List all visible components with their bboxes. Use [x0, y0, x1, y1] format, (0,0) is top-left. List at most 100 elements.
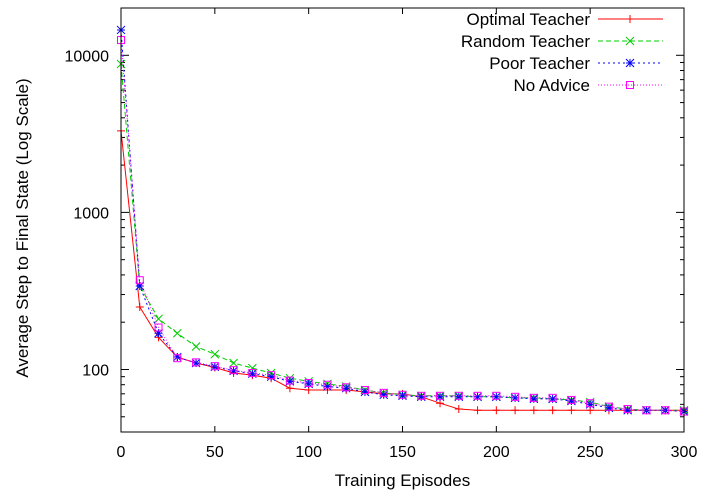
- data-point-random-teacher: [172, 328, 182, 338]
- legend-label: No Advice: [513, 76, 590, 95]
- y-tick-label: 100: [82, 362, 109, 379]
- data-point-no-advice: [210, 362, 219, 371]
- data-point-optimal-teacher: [529, 406, 538, 415]
- data-point-poor-teacher: [341, 383, 351, 393]
- tick-marks: [120, 7, 685, 433]
- data-point-poor-teacher: [604, 403, 614, 413]
- data-point-optimal-teacher: [473, 406, 482, 415]
- data-point-no-advice: [398, 390, 407, 399]
- data-point-poor-teacher: [323, 382, 332, 391]
- data-point-poor-teacher: [623, 405, 633, 415]
- data-point-no-advice: [267, 371, 276, 380]
- data-point-no-advice: [661, 406, 670, 415]
- data-point-no-advice: [192, 358, 201, 367]
- data-point-poor-teacher: [210, 362, 220, 372]
- series-optimal-teacher: [117, 126, 688, 415]
- series-line-optimal-teacher: [120, 130, 684, 411]
- data-point-poor-teacher: [567, 396, 576, 406]
- x-tick-label: 200: [483, 444, 510, 461]
- data-point-poor-teacher: [435, 392, 445, 402]
- data-point-no-advice: [379, 388, 388, 397]
- legend-marker-random-teacher: [625, 36, 635, 46]
- legend: Optimal Teacher Random Teacher Poor Teache…: [461, 10, 663, 95]
- data-point-random-teacher: [210, 349, 220, 359]
- data-point-no-advice: [642, 406, 651, 415]
- data-point-no-advice: [285, 376, 294, 385]
- data-point-poor-teacher: [285, 377, 295, 386]
- data-point-no-advice: [623, 405, 632, 414]
- data-point-poor-teacher: [191, 358, 201, 368]
- series-line-no-advice: [120, 40, 685, 413]
- data-point-no-advice: [473, 391, 482, 400]
- data-point-poor-teacher: [491, 392, 501, 402]
- x-tick-label: 50: [206, 444, 224, 461]
- legend-label: Optimal Teacher: [467, 10, 591, 29]
- data-point-random-teacher: [229, 358, 238, 368]
- data-point-poor-teacher: [154, 328, 163, 338]
- x-axis-label: Training Episodes: [335, 471, 470, 490]
- data-point-no-advice: [548, 393, 557, 402]
- data-point-poor-teacher: [135, 281, 145, 291]
- data-point-poor-teacher: [172, 352, 182, 362]
- data-point-no-advice: [304, 379, 313, 388]
- series-no-advice: [117, 36, 688, 416]
- y-tick-label: 10000: [65, 48, 110, 65]
- data-point-no-advice: [454, 391, 463, 400]
- data-point-no-advice: [229, 366, 238, 375]
- data-point-no-advice: [436, 391, 445, 400]
- data-point-poor-teacher: [398, 391, 407, 401]
- data-point-poor-teacher: [229, 366, 238, 376]
- data-point-optimal-teacher: [511, 406, 520, 415]
- series-line-poor-teacher: [120, 29, 685, 413]
- data-point-poor-teacher: [454, 392, 464, 402]
- legend-marker-poor-teacher: [625, 58, 635, 68]
- data-point-optimal-teacher: [548, 406, 557, 415]
- plot-frame: [120, 7, 685, 433]
- data-point-random-teacher: [191, 342, 201, 351]
- legend-label: Random Teacher: [461, 32, 590, 51]
- data-point-optimal-teacher: [135, 302, 144, 311]
- data-point-no-advice: [173, 354, 182, 363]
- data-point-optimal-teacher: [492, 406, 501, 415]
- data-point-poor-teacher: [379, 390, 389, 400]
- series-random-teacher: [116, 59, 689, 415]
- series-poor-teacher: [116, 25, 689, 416]
- data-point-poor-teacher: [548, 394, 557, 404]
- data-point-optimal-teacher: [567, 406, 576, 415]
- data-point-no-advice: [417, 391, 426, 400]
- data-point-poor-teacher: [473, 392, 482, 402]
- data-point-no-advice: [154, 323, 163, 332]
- data-point-poor-teacher: [510, 393, 520, 403]
- data-point-no-advice: [586, 399, 595, 408]
- x-tick-label: 300: [671, 444, 698, 461]
- y-tick-label: 1000: [73, 205, 109, 222]
- legend-label: Poor Teacher: [489, 54, 590, 73]
- data-point-no-advice: [604, 402, 613, 411]
- data-point-no-advice: [511, 392, 520, 401]
- data-point-poor-teacher: [416, 392, 426, 402]
- x-tick-label: 100: [295, 444, 322, 461]
- data-point-poor-teacher: [529, 394, 539, 404]
- x-tick-label: 0: [117, 444, 126, 461]
- data-point-poor-teacher: [266, 372, 276, 382]
- y-axis-label: Average Step to Final State (Log Scale): [13, 78, 32, 377]
- data-point-optimal-teacher: [285, 384, 294, 393]
- data-point-poor-teacher: [248, 369, 257, 379]
- data-point-no-advice: [360, 386, 369, 395]
- series-layer: [116, 25, 689, 416]
- data-point-no-advice: [492, 391, 501, 400]
- data-point-poor-teacher: [360, 387, 370, 397]
- data-point-no-advice: [323, 380, 332, 389]
- data-point-no-advice: [567, 395, 576, 404]
- data-point-no-advice: [529, 393, 538, 402]
- x-tick-label: 250: [577, 444, 604, 461]
- data-point-poor-teacher: [304, 379, 314, 389]
- data-point-no-advice: [135, 276, 144, 285]
- legend-marker-optimal-teacher: [626, 15, 634, 23]
- data-point-no-advice: [342, 383, 351, 392]
- tick-labels: 0 50 100 150 200 250 300 100 1000 10000: [65, 48, 698, 461]
- x-tick-label: 150: [389, 444, 416, 461]
- legend-marker-no-advice: [626, 81, 634, 89]
- data-point-no-advice: [248, 368, 257, 377]
